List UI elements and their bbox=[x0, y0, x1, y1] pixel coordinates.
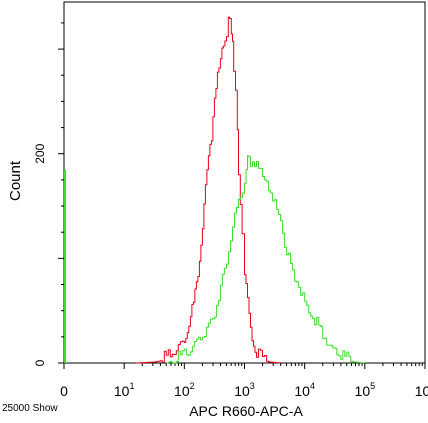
minor-tick-group bbox=[58, 22, 64, 364]
x-axis-label-group: 0 101 102 103 104 105 106 bbox=[60, 363, 428, 399]
x-tick-label: 104 bbox=[294, 381, 315, 399]
y-axis-label-group: 0 200 bbox=[33, 143, 47, 366]
series-line bbox=[136, 16, 282, 364]
x-tick-label: 0 bbox=[60, 383, 68, 399]
y-tick-label: 0 bbox=[33, 359, 47, 366]
x-tick-label: 101 bbox=[114, 381, 135, 399]
y-tick-label: 200 bbox=[33, 143, 47, 163]
y-axis-title: Count bbox=[7, 160, 24, 201]
footer-note: 25000 Show bbox=[2, 403, 58, 414]
x-axis-title: APC R660-APC-A bbox=[189, 403, 303, 419]
x-tick-label: 103 bbox=[234, 381, 255, 399]
series-group bbox=[64, 16, 366, 364]
series-line bbox=[166, 155, 366, 364]
plot-frame bbox=[63, 1, 426, 364]
x-tick-label: 105 bbox=[355, 381, 376, 399]
x-tick-label: 102 bbox=[174, 381, 195, 399]
x-tick-label: 106 bbox=[415, 381, 428, 399]
